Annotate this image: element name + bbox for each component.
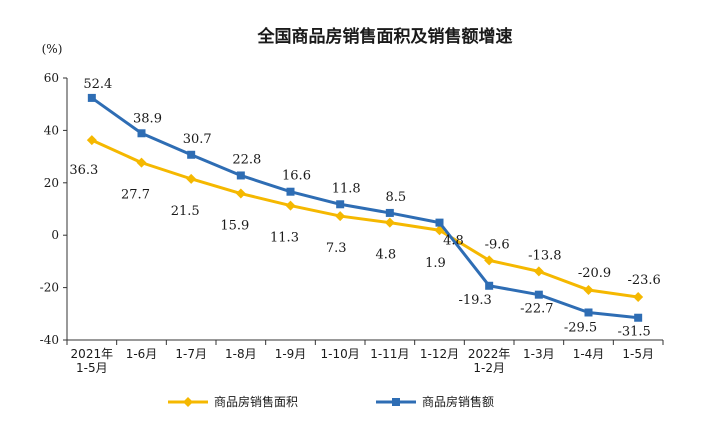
data-label: -22.7: [520, 302, 553, 317]
data-point-marker: [583, 284, 594, 295]
data-label: -20.9: [578, 266, 611, 281]
legend: 商品房销售面积 商品房销售额: [168, 394, 494, 409]
data-labels: 36.3 27.7 21.5 15.9 11.3 7.3 4.8 1.9 -9.6 -13.8 -2…: [69, 77, 660, 340]
legend-label: 商品房销售额: [422, 394, 494, 409]
data-label: 11.3: [270, 231, 299, 246]
data-label: 16.6: [282, 169, 311, 184]
x-tick-label: 1-8月: [225, 347, 257, 361]
data-point-marker: [336, 200, 345, 209]
legend-label: 商品房销售面积: [214, 394, 298, 409]
data-label: 1.9: [425, 256, 446, 271]
y-tick-label: 0: [51, 228, 59, 242]
data-point-marker: [285, 200, 296, 211]
y-tick-label: 20: [44, 176, 59, 190]
data-point-marker: [236, 171, 245, 180]
data-label: 4.8: [375, 248, 396, 263]
data-point-marker: [384, 217, 395, 228]
data-point-marker: [87, 93, 96, 102]
data-label: -23.6: [627, 273, 660, 288]
data-point-marker: [385, 208, 394, 217]
y-tick-label: -40: [40, 333, 59, 347]
x-tick-label: 2021年: [71, 347, 114, 361]
data-point-marker: [634, 313, 643, 322]
x-tick-label: 1-4月: [573, 347, 605, 361]
data-label: 30.7: [183, 132, 212, 147]
data-point-marker: [335, 211, 346, 222]
x-tick-label: 1-12月: [420, 347, 459, 361]
y-axis-unit-label: (%): [42, 42, 63, 56]
data-label: -13.8: [528, 248, 561, 263]
x-tick-label: 1-7月: [175, 347, 207, 361]
x-tick-label: 1-5月: [622, 347, 654, 361]
data-label: 11.8: [332, 181, 361, 196]
x-tick-label: 1-9月: [275, 347, 307, 361]
data-label: 4.8: [443, 234, 464, 249]
data-label: 21.5: [171, 204, 200, 219]
data-label: 27.7: [121, 188, 150, 203]
data-label: 8.5: [385, 190, 406, 205]
series-layer: [86, 93, 644, 322]
legend-marker: [392, 398, 400, 406]
x-tick-label: 1-5月: [76, 361, 108, 375]
series-line-area: [91, 138, 639, 299]
data-point-marker: [137, 129, 146, 138]
data-point-marker: [235, 188, 246, 199]
x-tick-label: 1-3月: [523, 347, 555, 361]
data-label: 52.4: [83, 77, 112, 92]
y-tick-label: 40: [44, 123, 59, 137]
data-point-marker: [435, 218, 444, 227]
y-tick-label: -20: [40, 281, 59, 295]
x-tick-label: 2022年: [468, 347, 511, 361]
chart-title: 全国商品房销售面积及销售额增速: [257, 26, 513, 47]
data-label: -19.3: [458, 293, 491, 308]
data-point-marker: [533, 266, 544, 277]
data-label: 7.3: [326, 241, 347, 256]
data-label: 36.3: [69, 163, 98, 178]
data-point-marker: [187, 150, 196, 159]
y-tick-label: 60: [44, 71, 59, 85]
data-label: 38.9: [133, 111, 162, 126]
data-label: 22.8: [232, 152, 261, 167]
data-point-marker: [485, 281, 494, 290]
x-tick-label: 1-11月: [370, 347, 409, 361]
data-point-marker: [86, 135, 97, 146]
x-tick-label: 1-2月: [473, 361, 505, 375]
data-point-marker: [534, 290, 543, 299]
data-label: -31.5: [617, 325, 650, 340]
data-point-marker: [633, 292, 644, 303]
x-tick-label: 1-10月: [321, 347, 360, 361]
data-label: -9.6: [485, 237, 510, 252]
data-label: -29.5: [564, 320, 597, 335]
data-point-marker: [136, 157, 147, 168]
data-point-marker: [186, 173, 197, 184]
data-point-marker: [286, 187, 295, 196]
legend-marker: [183, 397, 193, 407]
series-line-amount: [90, 96, 639, 320]
x-tick-label: 1-6月: [126, 347, 158, 361]
data-point-marker: [584, 308, 593, 317]
data-point-marker: [484, 255, 495, 266]
data-label: 15.9: [220, 219, 249, 234]
